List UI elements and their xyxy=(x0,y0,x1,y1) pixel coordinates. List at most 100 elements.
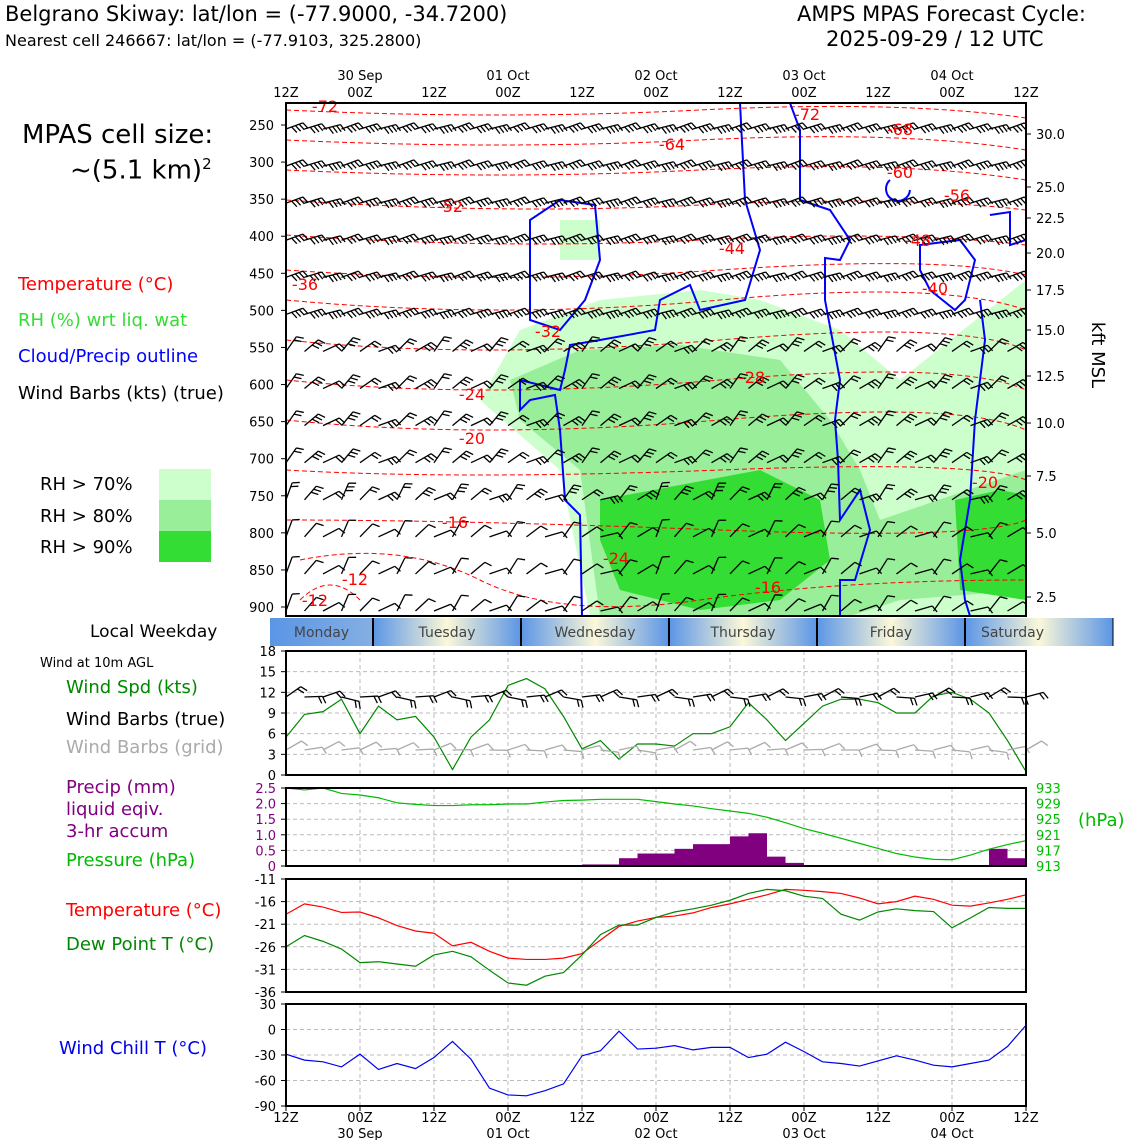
wind-barb-staff xyxy=(877,373,889,389)
wind-barb-staff xyxy=(544,568,563,575)
wind-barb-staff xyxy=(766,594,776,612)
wind-barb-feather xyxy=(354,234,361,242)
wind-barb-staff xyxy=(785,374,798,389)
wind-barb-feather xyxy=(405,236,413,243)
wind-barb-feather xyxy=(302,159,309,166)
wind-barb-feather xyxy=(960,236,968,243)
wind-barb-staff xyxy=(452,696,471,702)
wind-barb-feather xyxy=(939,380,948,384)
wind-barb-feather xyxy=(409,272,416,279)
wind-barb-feather xyxy=(891,125,897,133)
wind-barb-feather xyxy=(994,275,1000,283)
wind-barb-staff xyxy=(359,414,376,427)
wind-barb-staff xyxy=(489,448,502,464)
wind-barb-staff xyxy=(286,373,297,389)
wind-barb-feather xyxy=(794,162,801,169)
wind-barb-feather xyxy=(726,379,734,385)
wind-barb-feather xyxy=(867,420,875,426)
wind-barb-staff xyxy=(840,233,859,241)
temp-contour-label: -20 xyxy=(459,429,485,448)
wind-barb-staff xyxy=(618,380,636,390)
wind-barb-feather xyxy=(531,163,538,171)
wind-barb-feather xyxy=(702,378,711,383)
wind-barb-feather xyxy=(358,701,361,709)
wind-barb-staff xyxy=(877,484,889,501)
wind-barb-staff xyxy=(600,606,619,612)
wind-barb-feather xyxy=(795,489,803,494)
wind-barb-feather xyxy=(413,233,420,241)
wind-barb-feather xyxy=(669,162,675,170)
wind-barb-feather xyxy=(801,742,809,749)
wind-barb-feather xyxy=(920,163,927,171)
wind-barb xyxy=(692,123,716,134)
wind-barb-feather xyxy=(348,556,357,559)
wind-barb-staff xyxy=(859,743,877,751)
wind-barb xyxy=(378,418,402,429)
wind-barb-feather xyxy=(963,342,971,348)
wind-barb-feather xyxy=(942,126,949,134)
wind-barb-feather xyxy=(610,341,619,347)
wind-barb-feather xyxy=(335,382,342,389)
wind-barb-feather xyxy=(887,163,893,171)
wind-barb-staff xyxy=(563,416,580,427)
wind-barb-staff xyxy=(378,198,397,204)
wind-barb-staff xyxy=(304,746,323,751)
wind-barb-feather xyxy=(835,236,842,244)
wind-barb-feather xyxy=(352,337,361,341)
wind-barb-staff xyxy=(322,564,340,575)
wind-barb xyxy=(600,272,624,283)
wind-barb-staff xyxy=(451,594,462,612)
wind-barb-feather xyxy=(946,162,953,170)
wind-barb xyxy=(286,410,304,426)
wind-barb-feather xyxy=(476,163,483,171)
wind-barb-feather xyxy=(413,122,420,129)
wind-barb xyxy=(655,124,679,135)
wind-barb-staff xyxy=(415,341,432,353)
pressure-tick-label: 929 xyxy=(1036,798,1061,813)
wind-barb-feather xyxy=(888,447,896,451)
wind-barb-feather xyxy=(723,418,731,424)
temp-contour-label: -36 xyxy=(292,275,318,294)
wind-barb-feather xyxy=(314,341,323,347)
wind-barb-feather xyxy=(506,235,513,243)
wind-barb-feather xyxy=(883,127,889,135)
wind-barb-feather xyxy=(999,596,1008,600)
wind-barb-feather xyxy=(346,311,353,319)
wind-barb xyxy=(451,594,469,612)
wind-barb-staff xyxy=(933,337,946,352)
wind-barb-feather xyxy=(461,273,468,280)
wind-barb-feather xyxy=(387,237,394,245)
wind-barb-feather xyxy=(831,163,838,171)
wind-barb-feather xyxy=(531,275,538,282)
wind-barb-feather xyxy=(783,124,790,132)
wind-barb-feather xyxy=(872,494,879,502)
wind-barb-staff xyxy=(452,339,467,352)
wind-barb-feather xyxy=(316,559,324,564)
wind-barb-staff xyxy=(581,563,598,575)
wind-barb-staff xyxy=(674,233,692,241)
precip-frame xyxy=(285,787,1027,867)
rh-key-80-label: RH > 80% xyxy=(40,506,133,527)
wind-barb-feather xyxy=(661,238,667,246)
wind-barb-feather xyxy=(506,493,513,500)
wind-barb-staff xyxy=(655,519,663,538)
wind-barb-feather xyxy=(831,483,839,486)
wind-barb-feather xyxy=(646,199,653,207)
wind-barb-staff xyxy=(914,417,932,427)
wind-barb xyxy=(451,520,469,538)
top-time-tick: 00Z xyxy=(791,86,817,101)
wind-barb-feather xyxy=(316,596,324,601)
wind-barb-feather xyxy=(317,198,324,206)
wind-barb-feather xyxy=(648,448,657,452)
wind-barb-feather xyxy=(542,456,550,463)
wind-barb-staff xyxy=(674,381,692,390)
wind-barb-staff xyxy=(785,122,803,130)
wind-barb-feather xyxy=(827,490,835,493)
wind-barb-feather xyxy=(550,238,556,246)
wind-barb-staff xyxy=(711,309,730,316)
wind-barb-feather xyxy=(350,236,357,243)
wind-barb-feather xyxy=(997,488,1006,492)
wind-barb-feather xyxy=(753,312,760,319)
wind-barb-feather xyxy=(672,309,679,317)
wind-barb-feather xyxy=(968,122,975,129)
